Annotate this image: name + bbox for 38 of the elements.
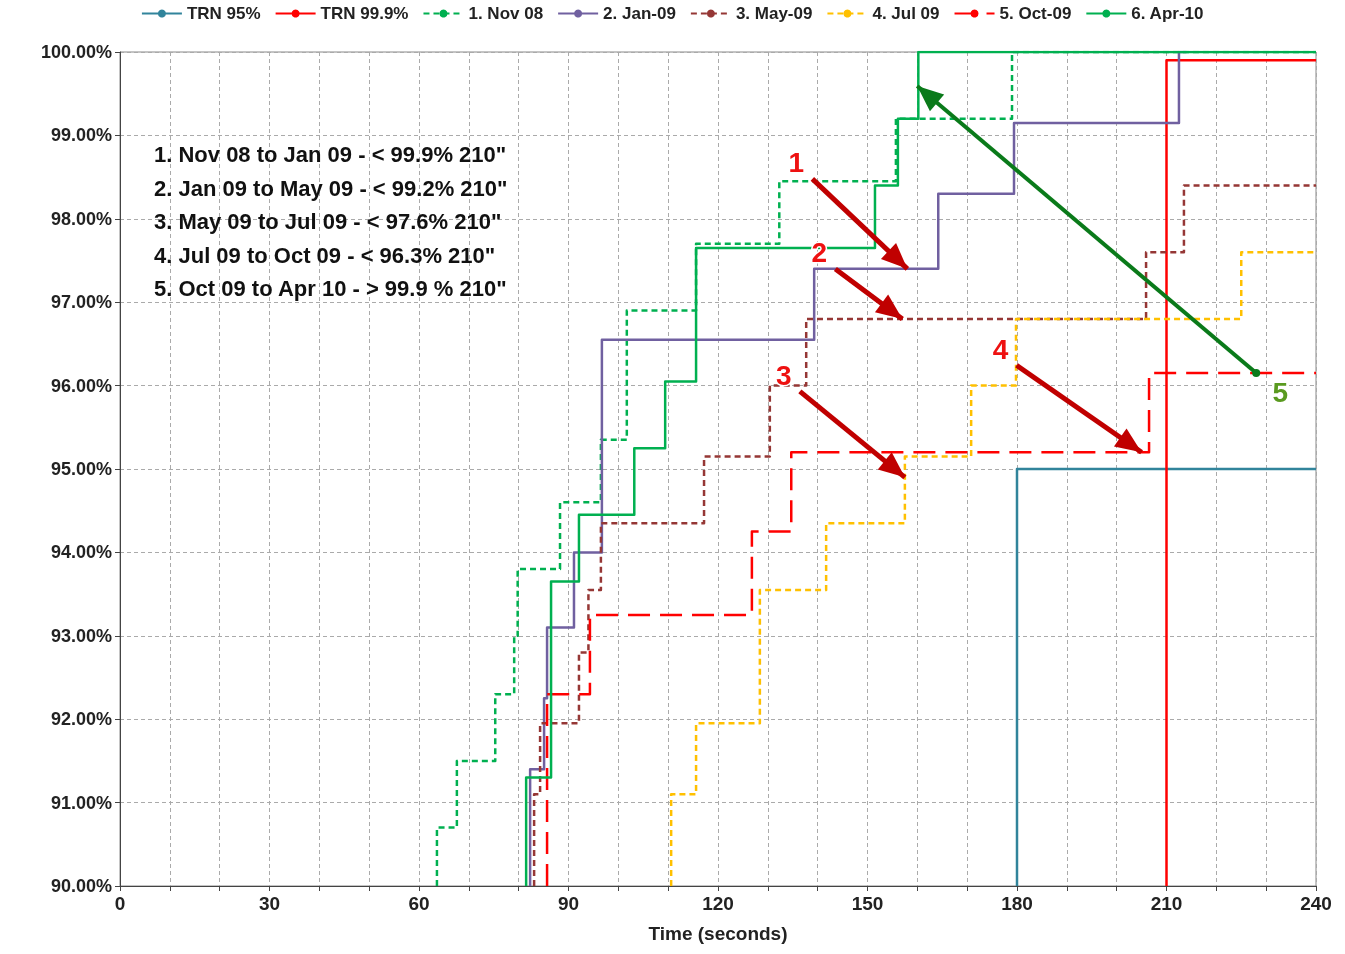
- x-tick-label: 150: [851, 893, 884, 914]
- legend-label: 4. Jul 09: [872, 4, 940, 23]
- legend-label: 3. May-09: [735, 4, 813, 23]
- legend-label: 5. Oct-09: [999, 4, 1072, 23]
- annotation: 3. May 09 to Jul 09 - < 97.6% 210": [154, 209, 502, 234]
- x-tick-label: 60: [408, 893, 430, 914]
- annotation: 3: [776, 359, 792, 391]
- y-tick-label: 98.00%: [50, 208, 112, 229]
- y-tick-label: 91.00%: [50, 792, 112, 813]
- y-tick-label: 92.00%: [50, 709, 112, 730]
- x-tick-label: 240: [1300, 893, 1332, 914]
- annotation: 1. Nov 08 to Jan 09 - < 99.9% 210": [154, 142, 507, 167]
- annotation: 2. Jan 09 to May 09 - < 99.2% 210": [154, 175, 508, 201]
- x-tick-label: 120: [702, 893, 734, 914]
- y-tick-label: 93.00%: [50, 625, 112, 646]
- y-tick-label: 94.00%: [50, 542, 112, 563]
- x-tick-label: 30: [258, 893, 281, 914]
- legend-label: 2. Jan-09: [603, 4, 676, 23]
- x-tick-label: 0: [114, 893, 126, 914]
- legend-label: 6. Apr-10: [1131, 4, 1204, 23]
- y-tick-label: 96.00%: [50, 375, 112, 396]
- legend-label: TRN 95%: [186, 4, 261, 23]
- annotation: 5. Oct 09 to Apr 10 - > 99.9 % 210": [154, 276, 507, 301]
- annotation: 5: [1272, 377, 1288, 409]
- x-tick-label: 90: [557, 893, 580, 914]
- x-tick-label: 210: [1150, 893, 1183, 914]
- y-tick-label: 100.00%: [40, 42, 112, 62]
- x-axis-title: Time (seconds): [648, 923, 788, 944]
- legend-label: TRN 99.9%: [320, 4, 409, 23]
- x-tick-label: 180: [1001, 893, 1033, 914]
- annotation: 1: [788, 147, 805, 179]
- y-tick-label: 90.00%: [50, 876, 112, 896]
- y-tick-label: 99.00%: [50, 125, 112, 146]
- y-tick-label: 97.00%: [50, 292, 112, 313]
- annotation: 4: [992, 333, 1009, 365]
- annotation: 4. Jul 09 to Oct 09 - < 96.3% 210": [154, 242, 496, 268]
- y-tick-label: 95.00%: [50, 459, 112, 479]
- legend-label: 1. Nov 08: [468, 4, 544, 23]
